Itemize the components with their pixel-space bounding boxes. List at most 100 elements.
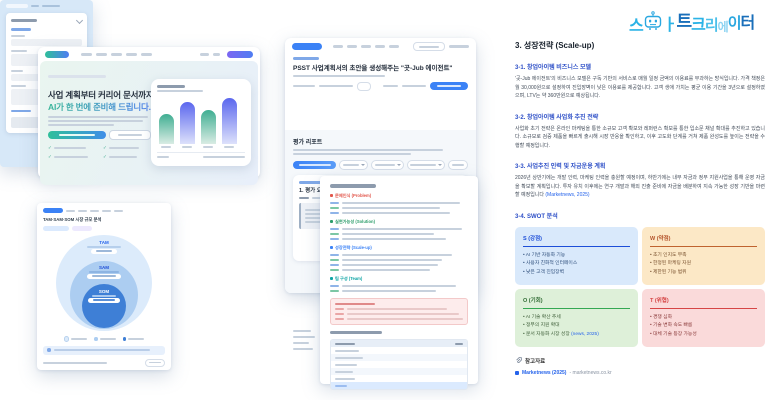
table-row[interactable] — [331, 354, 467, 361]
logo-char: 스 — [629, 18, 644, 35]
swot-item: 기술 변화 속도 빠름 — [650, 322, 757, 331]
app-logo[interactable] — [43, 208, 63, 213]
footer-label — [157, 156, 169, 158]
nav-link[interactable] — [200, 53, 209, 56]
text-line — [293, 149, 443, 151]
chart-labels — [161, 146, 241, 148]
nav-item[interactable] — [66, 209, 75, 212]
legend-label — [99, 337, 116, 340]
swot-item: 경쟁 심화 — [650, 314, 757, 323]
report-heading: 3. 성장전략 (Scale-up) — [515, 41, 595, 50]
start-button[interactable] — [48, 131, 106, 140]
tab-more[interactable] — [447, 160, 468, 170]
nav-item[interactable] — [102, 209, 111, 212]
tab-active[interactable] — [293, 161, 337, 169]
breadcrumb — [293, 57, 319, 60]
source-button[interactable] — [145, 358, 165, 367]
tab[interactable] — [339, 160, 369, 170]
table-row[interactable] — [331, 375, 467, 382]
tam-value-pill — [91, 248, 117, 254]
stats-card — [151, 79, 251, 166]
filter-chip[interactable] — [72, 226, 92, 231]
landing-logo[interactable] — [45, 51, 69, 58]
doc-section-solution: 실현가능성 (Solution) — [330, 219, 468, 240]
row-label — [330, 206, 339, 209]
info-note — [43, 345, 165, 355]
table-row-selected[interactable] — [331, 382, 467, 389]
value-label — [93, 299, 115, 302]
nav-pill-button[interactable] — [413, 42, 445, 51]
tab-label — [451, 164, 464, 166]
tab[interactable] — [371, 160, 404, 170]
nav-link[interactable] — [213, 53, 220, 56]
tab[interactable] — [406, 160, 445, 170]
references-title: 참고자료 — [525, 358, 546, 365]
nav-item[interactable] — [90, 209, 99, 212]
section-label: 문제인식 (Problem) — [335, 192, 372, 198]
feature-item: ✓ — [48, 154, 97, 160]
swot-item: AI 기술 확산 추세 — [523, 314, 630, 323]
swot-item: 초기 인지도 부족 — [650, 252, 757, 261]
feature-item: ✓ — [48, 145, 97, 151]
som-value-pill — [88, 297, 120, 303]
row-label — [330, 268, 339, 271]
hero-section: 사업 계획부터 커리어 문서까지, AI가 한 번에 준비해 드립니다. ✓ ✓… — [40, 61, 258, 185]
toc-item[interactable] — [293, 330, 311, 332]
table-row[interactable] — [331, 368, 467, 375]
option-button[interactable] — [11, 117, 45, 128]
nav-item[interactable] — [347, 45, 357, 48]
startcreator-logo: 스 ㅏ 트 크 리 에 이 터 — [629, 8, 755, 35]
nav-item[interactable] — [141, 53, 152, 56]
nav-item[interactable] — [375, 45, 385, 48]
agent-logo[interactable] — [292, 43, 322, 50]
table-row[interactable] — [331, 361, 467, 368]
toggle-pill[interactable] — [6, 4, 28, 8]
logo-char: 크 — [691, 17, 706, 34]
signup-button[interactable] — [227, 51, 253, 58]
nav-item[interactable] — [126, 53, 137, 56]
logo-char: ㅏ — [662, 17, 678, 34]
reference-link[interactable]: Marketnews (2025) — [522, 369, 567, 376]
nav-item[interactable] — [333, 45, 343, 48]
nav-item[interactable] — [78, 209, 87, 212]
text-line — [342, 284, 456, 287]
source-text — [43, 361, 107, 364]
landing-page-screenshot: 사업 계획부터 커리어 문서까지, AI가 한 번에 준비해 드립니다. ✓ ✓… — [38, 47, 260, 185]
evaluation-card-title: 1. 평가 요약 — [299, 187, 327, 194]
nav-item[interactable] — [389, 45, 399, 48]
demo-button[interactable] — [109, 130, 151, 141]
table-row[interactable] — [331, 347, 467, 354]
form-section-label — [11, 28, 31, 31]
bar-chart — [159, 98, 243, 144]
filter-chip[interactable] — [43, 226, 69, 231]
nav-item[interactable] — [114, 209, 123, 212]
market-analysis-screenshot: TAM·SAM·SOM 시장 규모 분석 TAM SAM — [37, 203, 171, 370]
tam-sam-som-diagram: TAM SAM SOM — [56, 235, 152, 331]
text-input[interactable] — [11, 38, 82, 46]
chevron-down-icon[interactable] — [75, 16, 84, 25]
hero-heading-accent: AI가 한 번에 준비해 드립니다. — [48, 102, 158, 113]
nav-item[interactable] — [111, 53, 122, 56]
text-link[interactable] — [402, 84, 426, 88]
row-label — [335, 313, 344, 315]
document-heading — [330, 184, 376, 188]
citation-link[interactable]: (news, 2025) — [571, 331, 599, 337]
feature-label — [53, 147, 86, 150]
text-link[interactable] — [383, 84, 398, 88]
citation-link[interactable]: (Marketnews, 2025) — [545, 192, 590, 198]
generate-button[interactable] — [430, 82, 468, 90]
sam-label: SAM — [99, 265, 109, 270]
nav-item[interactable] — [81, 53, 92, 56]
column-header — [455, 342, 463, 345]
user-menu[interactable] — [449, 45, 469, 48]
more-button[interactable] — [357, 81, 371, 91]
value-label — [96, 250, 112, 253]
toc-item[interactable] — [293, 336, 315, 338]
toc-item[interactable] — [293, 342, 309, 344]
text-line — [342, 232, 434, 235]
nav-item[interactable] — [361, 45, 371, 48]
swot-threats: T (위협) 경쟁 심화 기술 변화 속도 빠름 대체 기술 등장 가능성 — [642, 288, 765, 347]
feature-item: ✓ — [103, 145, 152, 151]
nav-item[interactable] — [96, 53, 107, 56]
toc-item[interactable] — [293, 348, 313, 350]
